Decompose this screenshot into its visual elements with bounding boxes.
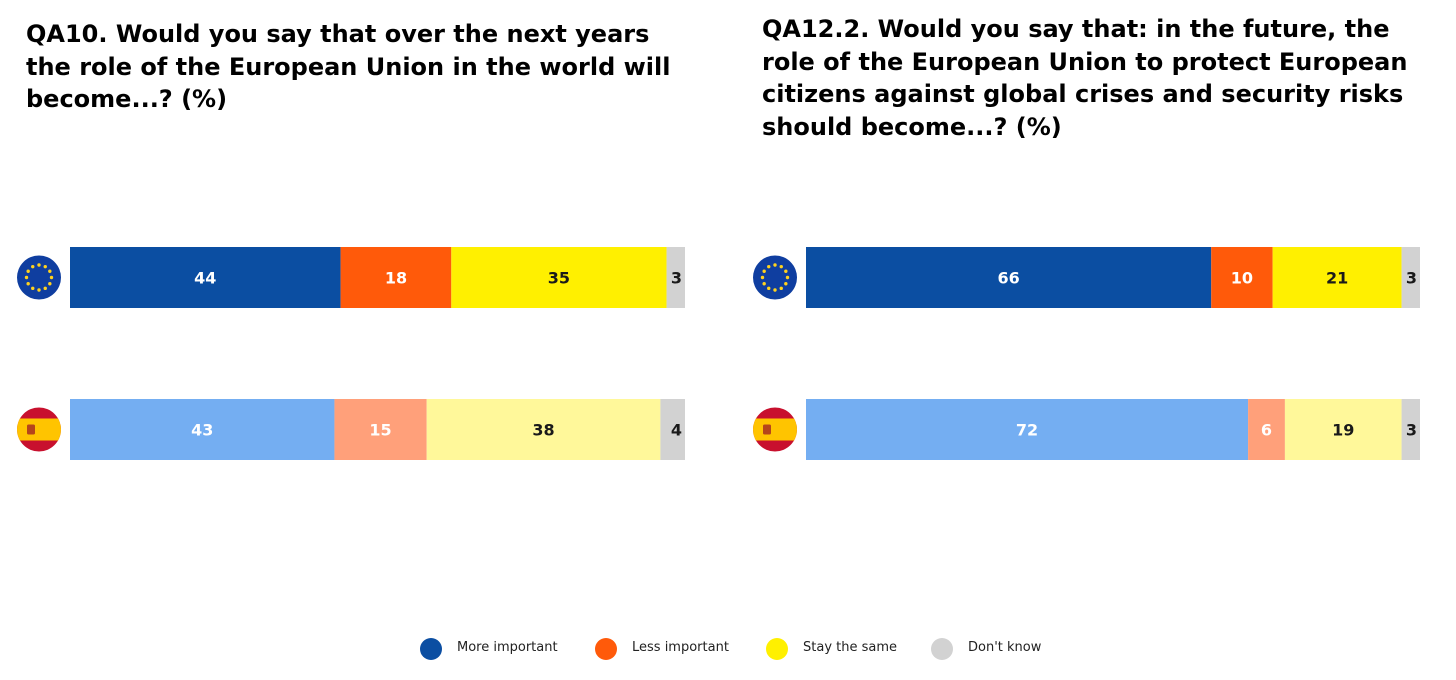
eu-flag-icon <box>17 255 61 300</box>
bar-segment-more-important <box>70 399 335 460</box>
bar-segment-dont-know <box>1401 247 1420 308</box>
eu-flag-star <box>760 275 765 280</box>
eu-flag-star <box>48 269 52 273</box>
chart-title-qa10: QA10. Would you say that over the next y… <box>26 20 671 113</box>
eu-flag-star <box>773 288 777 292</box>
data-label-more-important: 66 <box>997 269 1019 288</box>
eu-flag-star <box>24 275 29 280</box>
bar-segment-more-important <box>806 399 1249 460</box>
eu-flag-star <box>767 264 771 269</box>
eu-flag-star <box>43 264 47 269</box>
spain-coat-of-arms <box>763 424 771 435</box>
legend-swatch-less-important <box>595 638 617 660</box>
bar-segment-dont-know <box>1401 399 1420 460</box>
eu-flag-star <box>784 282 788 286</box>
eu-flag-disc <box>753 255 797 300</box>
bar-segment-stay-the-same <box>1284 399 1402 460</box>
data-label-more-important: 72 <box>1016 421 1038 440</box>
spain-flag-icon <box>753 407 797 452</box>
bar-segment-more-important <box>70 247 341 308</box>
data-label-less-important: 10 <box>1231 269 1253 288</box>
data-label-more-important: 44 <box>194 269 216 288</box>
data-label-stay-the-same: 35 <box>548 269 570 288</box>
data-label-dont-know: 4 <box>671 421 682 440</box>
data-label-dont-know: 3 <box>671 269 682 288</box>
eu-flag-star <box>767 286 771 291</box>
data-label-dont-know: 3 <box>1406 421 1417 440</box>
data-label-stay-the-same: 19 <box>1332 421 1354 440</box>
eu-flag-star <box>26 269 30 273</box>
eu-flag-star <box>762 282 766 286</box>
bar-segment-less-important <box>1248 399 1285 460</box>
data-label-less-important: 18 <box>385 269 407 288</box>
legend-swatch-more-important <box>420 638 442 660</box>
eu-flag-star <box>37 288 41 292</box>
eu-flag-star <box>31 286 35 291</box>
bar-segment-more-important <box>806 247 1212 308</box>
eu-flag-star <box>784 269 788 273</box>
legend-swatch-dont-know <box>931 638 953 660</box>
eu-flag-star <box>773 263 777 267</box>
eu-flag-star <box>26 282 30 286</box>
legend-label-stay-the-same: Stay the same <box>803 640 898 655</box>
stacked-bar-charts: 44 18 35 3 43 15 38 4 66 10 21 3 72 6 19 3 <box>17 247 1420 460</box>
bar-segment-stay-the-same <box>426 399 661 460</box>
data-label-more-important: 43 <box>191 421 213 440</box>
spain-flag-yellow <box>753 418 797 441</box>
spain-flag-icon <box>17 407 61 452</box>
data-label-dont-know: 3 <box>1406 269 1417 288</box>
eu-flag-disc <box>17 255 61 300</box>
bar-segment-stay-the-same <box>1272 247 1402 308</box>
spain-coat-of-arms <box>27 424 35 435</box>
bar-segment-less-important <box>1211 247 1273 308</box>
chart-title-qa12: QA12.2. Would you say that: in the futur… <box>762 15 1408 141</box>
eu-flag-star <box>785 275 790 280</box>
legend-label-more-important: More important <box>457 640 558 655</box>
data-label-less-important: 6 <box>1261 421 1272 440</box>
eu-flag-star <box>779 286 783 291</box>
eu-flag-star <box>37 263 41 267</box>
data-label-stay-the-same: 38 <box>532 421 554 440</box>
legend-label-dont-know: Don't know <box>968 640 1042 655</box>
eu-flag-star <box>762 269 766 273</box>
bar-segment-dont-know <box>660 399 685 460</box>
eu-flag-star <box>43 286 47 291</box>
legend-label-less-important: Less important <box>632 640 729 655</box>
eu-flag-star <box>48 282 52 286</box>
bar-segment-less-important <box>340 247 452 308</box>
data-label-less-important: 15 <box>369 421 391 440</box>
data-label-stay-the-same: 21 <box>1326 269 1348 288</box>
bar-segment-less-important <box>334 399 427 460</box>
legend-swatch-stay-the-same <box>766 638 788 660</box>
eu-flag-star <box>31 264 35 269</box>
eu-flag-icon <box>753 255 797 300</box>
eu-flag-star <box>49 275 54 280</box>
eu-flag-star <box>779 264 783 269</box>
legend: More important Less important Stay the s… <box>0 637 1456 661</box>
bar-segment-dont-know <box>666 247 685 308</box>
bar-segment-stay-the-same <box>451 247 667 308</box>
spain-flag-yellow <box>17 418 61 441</box>
